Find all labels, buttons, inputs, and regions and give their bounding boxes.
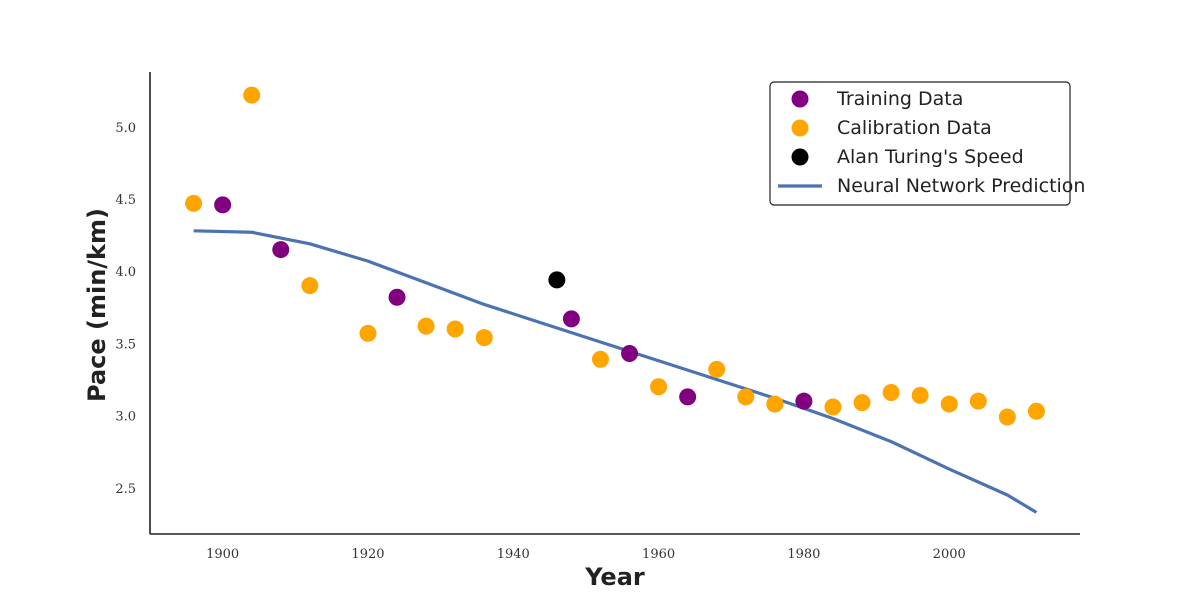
calibration-data-point bbox=[650, 378, 668, 396]
x-tick-label: 1960 bbox=[642, 547, 675, 562]
calibration-data-point bbox=[708, 360, 726, 378]
axes bbox=[149, 72, 1080, 535]
series-layer bbox=[185, 86, 1045, 514]
calibration-data-point bbox=[243, 86, 261, 104]
calibration-data-point bbox=[911, 386, 929, 404]
x-tick-label: 1940 bbox=[497, 547, 530, 562]
x-tick-label: 1980 bbox=[787, 547, 820, 562]
prediction-line bbox=[193, 229, 1038, 514]
calibration-data-point bbox=[940, 395, 958, 413]
legend-label-calibration-data: Calibration Data bbox=[837, 117, 992, 139]
legend-box bbox=[769, 81, 1071, 206]
calibration-data-point bbox=[475, 329, 493, 347]
calibration-data-point bbox=[737, 388, 755, 406]
y-tick-labels: 2.5 3.0 3.5 4.0 4.5 5.0 bbox=[115, 121, 136, 497]
legend-marker-alan-turing-s-speed bbox=[791, 148, 809, 166]
training-data-point bbox=[562, 310, 580, 328]
calibration-data-point bbox=[1027, 402, 1045, 420]
training-data-point bbox=[388, 288, 406, 306]
y-tick-label: 5.0 bbox=[115, 121, 136, 136]
legend: Training Data Calibration Data Alan Turing… bbox=[769, 81, 1085, 206]
calibration-data-point bbox=[882, 384, 900, 402]
y-tick-label: 4.5 bbox=[115, 193, 136, 208]
y-tick-label: 2.5 bbox=[115, 482, 136, 497]
calibration-data-point bbox=[998, 408, 1016, 426]
calibration-data-point bbox=[766, 395, 784, 413]
calibration-data-point bbox=[591, 350, 609, 368]
legend-marker-training-data bbox=[791, 90, 809, 108]
x-tick-labels: 1900 1920 1940 1960 1980 2000 bbox=[206, 547, 966, 562]
x-tick-label: 1920 bbox=[351, 547, 384, 562]
calibration-data-point bbox=[301, 277, 319, 295]
training-data-point bbox=[795, 392, 813, 410]
training-data-point bbox=[679, 388, 697, 406]
calibration-data-point bbox=[417, 317, 435, 335]
y-tick-label: 4.0 bbox=[115, 265, 136, 280]
x-tick-label: 1900 bbox=[206, 547, 239, 562]
training-data-point bbox=[621, 345, 639, 363]
calibration-data-point bbox=[446, 320, 464, 338]
alan-turing-s-speed-point bbox=[548, 271, 566, 289]
legend-label-alan-turing-s-speed: Alan Turing's Speed bbox=[837, 146, 1024, 168]
y-axis-label: Pace (min/km) bbox=[83, 208, 111, 402]
training-data-point bbox=[214, 196, 232, 214]
calibration-data-point bbox=[359, 324, 377, 342]
legend-label-training-data: Training Data bbox=[836, 88, 963, 110]
legend-label-neural-network-prediction: Neural Network Prediction bbox=[837, 175, 1085, 197]
calibration-data-point bbox=[185, 194, 203, 212]
training-data-point bbox=[272, 241, 290, 259]
calibration-data-point bbox=[969, 392, 987, 410]
x-axis-label: Year bbox=[584, 563, 645, 591]
y-tick-label: 3.0 bbox=[115, 410, 136, 425]
x-tick-label: 2000 bbox=[933, 547, 966, 562]
calibration-data-point bbox=[853, 394, 871, 412]
calibration-data-point bbox=[824, 398, 842, 416]
y-tick-label: 3.5 bbox=[115, 337, 136, 352]
legend-marker-calibration-data bbox=[791, 119, 809, 137]
